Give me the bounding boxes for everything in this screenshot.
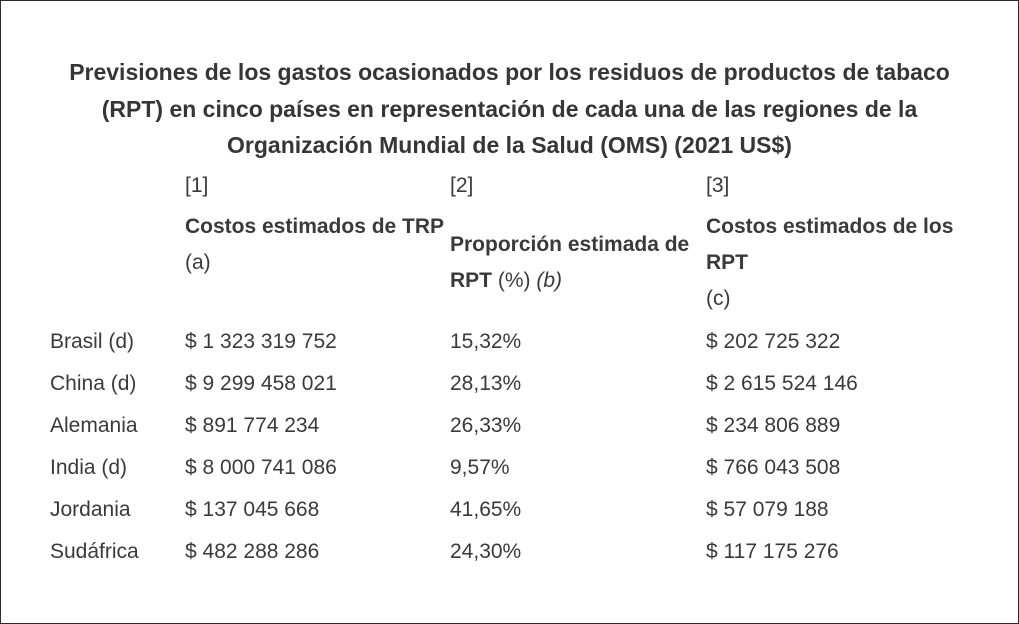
cell-brasil-c2: 15,32% (450, 330, 522, 353)
cell-alemania-c3: $ 234 806 889 (706, 414, 841, 437)
cell-india-c3: $ 766 043 508 (706, 456, 841, 479)
column-header-1-note: (a) (185, 251, 211, 274)
cell-alemania-c1: $ 891 774 234 (185, 414, 320, 437)
cell-jordania-c3: $ 57 079 188 (706, 498, 829, 521)
column-number-2: [2] (450, 174, 474, 197)
column-number-1: [1] (185, 174, 209, 197)
row-label-china: China (d) (50, 372, 137, 395)
column-number-3: [3] (706, 174, 730, 197)
cell-china-c3: $ 2 615 524 146 (706, 372, 858, 395)
cell-sudafrica-c2: 24,30% (450, 540, 522, 563)
column-header-3-label: Costos estimados de los RPT (706, 215, 954, 274)
column-header-2-label: Proporción estimada de RPT (450, 233, 690, 292)
cell-sudafrica-c3: $ 117 175 276 (706, 540, 839, 563)
column-header-2-unit: (%) (497, 269, 531, 292)
cell-india-c2: 9,57% (450, 456, 510, 479)
row-label-alemania: Alemania (50, 414, 138, 437)
table-title: Previsiones de los gastos ocasionados po… (69, 59, 950, 158)
cell-china-c1: $ 9 299 458 021 (185, 372, 337, 395)
column-header-1-label: Costos estimados de TRP (185, 215, 445, 238)
cell-alemania-c2: 26,33% (450, 414, 522, 437)
cell-sudafrica-c1: $ 482 288 286 (185, 540, 320, 563)
cell-jordania-c2: 41,65% (450, 498, 522, 521)
column-header-2: Proporción estimada de RPT (%) (b) (450, 227, 710, 299)
row-label-jordania: Jordania (50, 498, 131, 521)
row-label-sudafrica: Sudáfrica (50, 540, 139, 563)
column-header-2-note: (b) (536, 269, 563, 292)
column-header-3-note: (c) (706, 287, 731, 310)
row-label-india: India (d) (50, 456, 128, 479)
row-label-brasil: Brasil (d) (50, 330, 135, 353)
cell-jordania-c1: $ 137 045 668 (185, 498, 320, 521)
column-header-3: Costos estimados de los RPT (c) (706, 209, 976, 317)
cell-china-c2: 28,13% (450, 372, 522, 395)
cell-brasil-c3: $ 202 725 322 (706, 330, 841, 353)
cell-india-c1: $ 8 000 741 086 (185, 456, 337, 479)
cell-brasil-c1: $ 1 323 319 752 (185, 330, 337, 353)
column-header-1: Costos estimados de TRP (a) (185, 209, 445, 281)
